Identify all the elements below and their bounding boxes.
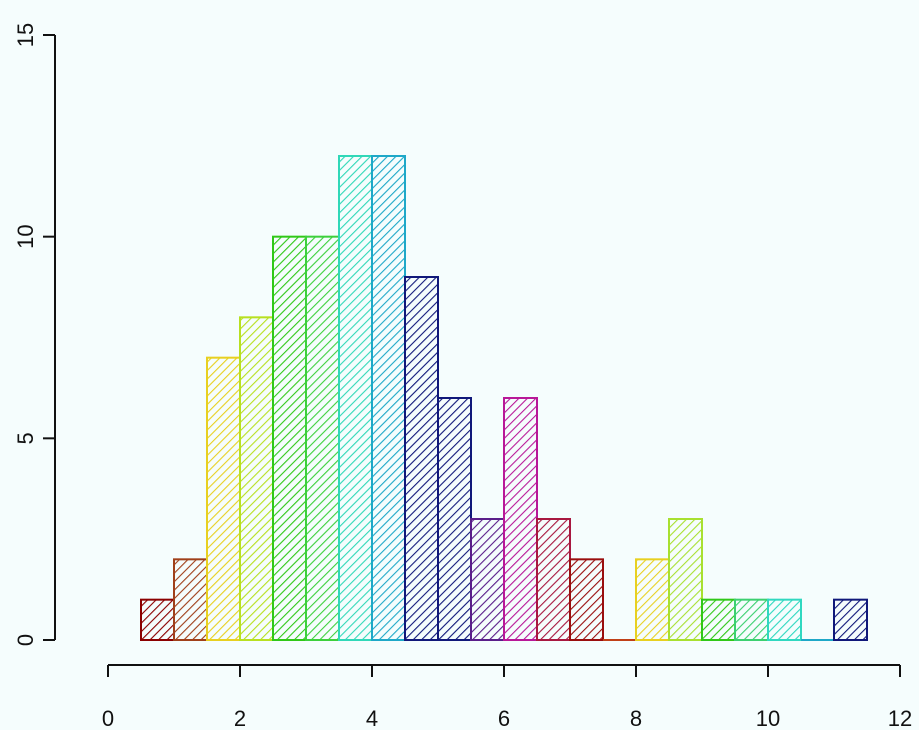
histogram-bar	[470, 518, 505, 641]
x-tick-label: 0	[102, 706, 114, 730]
y-tick-label: 5	[13, 432, 38, 444]
x-tick-label: 10	[756, 706, 780, 730]
x-tick-label: 4	[366, 706, 378, 730]
bars-layer	[140, 155, 868, 642]
histogram-bar	[206, 356, 241, 641]
histogram-bar	[338, 155, 373, 641]
x-tick-label: 2	[234, 706, 246, 730]
histogram-bar	[833, 598, 868, 642]
histogram-bar	[173, 558, 208, 641]
histogram-bar	[536, 518, 571, 641]
histogram-bar	[668, 518, 703, 641]
histogram-bar	[371, 155, 406, 641]
histogram-bar	[272, 235, 307, 642]
histogram-bar	[635, 558, 670, 641]
histogram-bar	[239, 316, 274, 641]
histogram-bar	[305, 235, 340, 642]
histogram-bar	[140, 598, 175, 642]
y-tick-label: 15	[13, 23, 38, 47]
histogram-bar	[437, 397, 472, 641]
y-tick-label: 10	[13, 224, 38, 248]
histogram-bar	[701, 598, 736, 642]
x-tick-label: 8	[630, 706, 642, 730]
histogram-bar	[767, 598, 802, 642]
axes-layer: 0 2 4 6 8 10 12 0 5 10 15	[13, 23, 912, 730]
y-tick-label: 0	[13, 634, 38, 646]
x-tick-label: 6	[498, 706, 510, 730]
histogram-bar	[404, 276, 439, 641]
histogram-bar	[734, 598, 769, 642]
x-tick-label: 12	[888, 706, 912, 730]
histogram-bar	[569, 558, 604, 641]
histogram-bar	[503, 397, 538, 641]
